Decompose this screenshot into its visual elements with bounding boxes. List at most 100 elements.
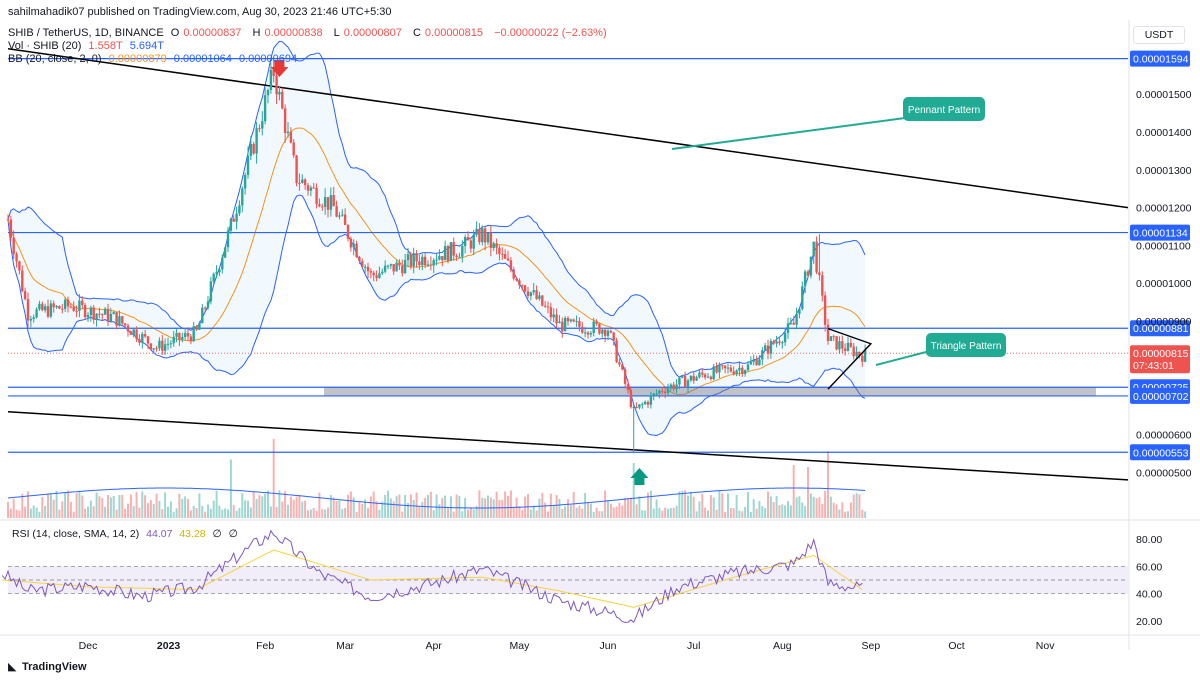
candle-body [118, 316, 121, 326]
volume-bar [355, 511, 358, 518]
volume-bar [552, 505, 555, 518]
candle-body [412, 253, 415, 267]
volume-bar [732, 508, 735, 518]
candle-body [135, 329, 138, 340]
candle-body [841, 341, 844, 349]
volume-bar [401, 511, 404, 518]
bb-legend[interactable]: BB (20, close, 2, 0) 0.00000879 0.000010… [8, 53, 298, 65]
volume-bar [164, 492, 167, 518]
candle-body [55, 306, 58, 308]
candle-body [238, 205, 241, 214]
candle-body [618, 362, 621, 365]
triangle-pattern-lines [827, 327, 873, 390]
low-value: 0.00000807 [343, 27, 402, 39]
volume-bar [112, 495, 115, 518]
time-tick-label: Jun [600, 640, 617, 652]
volume-bar [44, 506, 47, 518]
volume-bar [69, 501, 72, 518]
volume-bar [315, 510, 318, 518]
candle-body [692, 375, 695, 381]
volume-bar [601, 511, 604, 518]
volume-bar [678, 491, 681, 518]
volume-bar [792, 465, 795, 518]
volume-bar [32, 505, 35, 518]
candle-body [826, 324, 830, 341]
volume-bar [667, 508, 669, 518]
candle-body [289, 131, 293, 143]
volume-bar [41, 497, 44, 518]
candle-body [255, 128, 258, 154]
volume-bar [507, 495, 509, 518]
volume-bar [249, 507, 252, 518]
volume-bar [161, 509, 164, 518]
volume-bar [567, 499, 569, 518]
candle-body [278, 91, 281, 95]
candle-body [146, 336, 150, 344]
candle-body [389, 264, 393, 266]
candle-body [252, 144, 255, 154]
volume-bar [838, 509, 841, 518]
candle-body [629, 390, 633, 408]
volume-bar [547, 511, 549, 518]
volume-bar [89, 500, 92, 518]
candle-body [455, 255, 458, 257]
volume-bar [12, 498, 15, 518]
candle-body [198, 323, 201, 330]
volume-legend[interactable]: Vol · SHIB (20) 1.558T 5.694T [8, 40, 164, 52]
candle-body [483, 228, 487, 243]
candle-body [698, 372, 701, 378]
volume-bar [407, 503, 409, 518]
volume-bar [512, 507, 515, 518]
candle-body [438, 256, 441, 260]
candle-body [181, 337, 184, 340]
currency-button[interactable]: USDT [1133, 26, 1185, 44]
candle-body [386, 265, 390, 267]
volume-bar [692, 496, 695, 518]
volume-bar [529, 509, 532, 518]
candle-body [363, 266, 367, 268]
volume-bar [655, 499, 658, 518]
time-tick-label: Aug [773, 640, 792, 652]
candles [6, 60, 867, 454]
candle-body [169, 343, 173, 345]
volume-bar [618, 502, 621, 518]
volume-bar [101, 498, 104, 518]
volume-bar [504, 491, 507, 518]
candle-body [649, 395, 653, 405]
candle-body [701, 372, 704, 375]
open-value: 0.00000837 [183, 27, 242, 39]
price-tick-label: 0.00001100 [1136, 240, 1191, 252]
candle-body [809, 256, 813, 276]
volume-bar [95, 492, 98, 518]
price-tick-label: 0.00001000 [1136, 278, 1192, 290]
volume-bar [138, 507, 141, 518]
candle-body [206, 301, 210, 308]
volume-bar [472, 509, 475, 518]
candle-body [129, 331, 133, 335]
volume-bar [395, 496, 398, 518]
candle-body [392, 264, 395, 272]
volume-bar [72, 511, 75, 518]
candle-body [195, 326, 198, 330]
candle-body [715, 366, 718, 373]
candle-body [249, 144, 253, 156]
rsi-legend[interactable]: RSI (14, close, SMA, 14, 2) 44.07 43.28 … [12, 528, 238, 540]
candle-body [18, 261, 21, 271]
candle-body [603, 329, 607, 336]
volume-bar [844, 511, 847, 518]
time-tick-label: Dec [79, 640, 98, 652]
volume-bar [384, 495, 387, 518]
volume-bar [669, 508, 672, 518]
candle-body [275, 75, 278, 95]
candle-body [678, 377, 681, 385]
candle-body [21, 270, 24, 292]
candle-body [575, 321, 578, 322]
candle-body [269, 69, 273, 90]
symbol-title[interactable]: SHIB / TetherUS, 1D, BINANCE [8, 27, 164, 39]
candle-body [141, 334, 144, 343]
candle-body [758, 359, 761, 366]
candle-body [635, 407, 638, 408]
candle-body [83, 305, 87, 318]
volume-bar [289, 496, 292, 518]
